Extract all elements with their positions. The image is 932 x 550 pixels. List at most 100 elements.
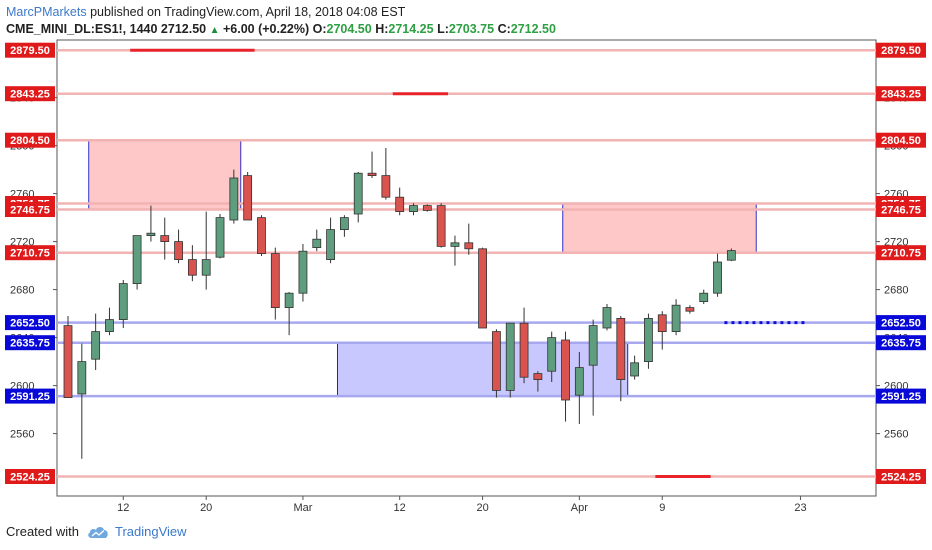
down-candle bbox=[160, 217, 170, 260]
price-tag-bg bbox=[5, 132, 55, 148]
price-level-tag-left: 2524.25 bbox=[5, 469, 55, 484]
open-value: 2704.50 bbox=[326, 22, 372, 36]
price-level-tag-right: 2746.75 bbox=[876, 202, 926, 217]
candle-body bbox=[118, 283, 128, 321]
demand-zone bbox=[336, 342, 629, 397]
candle-body bbox=[63, 325, 73, 399]
price-tag-label: 2843.25 bbox=[10, 89, 50, 101]
up-candle bbox=[671, 299, 681, 336]
down-candle bbox=[464, 223, 474, 255]
down-candle bbox=[367, 151, 377, 178]
price-level-tag-right: 2635.75 bbox=[876, 335, 926, 351]
down-candle bbox=[243, 172, 253, 221]
price-level-tag-left: 2843.25 bbox=[5, 86, 55, 102]
price-level-tag-left: 2879.50 bbox=[5, 42, 55, 58]
candle-body bbox=[174, 241, 183, 261]
price-tag-bg bbox=[5, 315, 55, 331]
price-level-tag-left: 2635.75 bbox=[5, 335, 55, 351]
down-candle bbox=[257, 215, 266, 256]
candle-body bbox=[395, 196, 405, 212]
low-value: 2703.75 bbox=[448, 22, 495, 36]
price-tag-label: 2591.25 bbox=[10, 391, 50, 403]
candle-body bbox=[422, 205, 432, 211]
up-candle bbox=[298, 244, 308, 302]
up-candle bbox=[574, 352, 584, 424]
candle-body bbox=[436, 205, 446, 247]
price-tag-bg bbox=[876, 42, 926, 58]
price-level-tag-right: 2524.25 bbox=[876, 469, 926, 484]
up-candle bbox=[644, 313, 653, 369]
left-axis-tick-label: 2560 bbox=[10, 429, 34, 441]
candle-body bbox=[257, 217, 266, 255]
price-tag-label: 2746.75 bbox=[10, 205, 50, 217]
candle-body bbox=[215, 217, 225, 258]
candle-body bbox=[312, 238, 322, 248]
up-candle bbox=[713, 253, 722, 297]
up-candle bbox=[409, 203, 418, 216]
candle-body bbox=[547, 337, 557, 372]
down-candle bbox=[270, 247, 280, 320]
up-candle bbox=[547, 331, 557, 382]
candle-body bbox=[699, 292, 709, 303]
tradingview-label: TradingView bbox=[114, 524, 187, 539]
author-link[interactable]: MarcPMarkets bbox=[6, 5, 87, 19]
up-candle bbox=[91, 313, 101, 370]
candle-body bbox=[339, 217, 349, 231]
price-tag-label: 2746.75 bbox=[881, 205, 921, 217]
candle-body bbox=[353, 172, 363, 215]
down-candle bbox=[616, 316, 626, 402]
down-candle bbox=[395, 187, 405, 216]
price-tag-label: 2524.25 bbox=[10, 472, 50, 484]
publish-info: published on TradingView.com, April 18, … bbox=[90, 5, 406, 19]
price-tag-bg bbox=[876, 335, 926, 351]
price-tag-label: 2635.75 bbox=[881, 338, 921, 350]
up-candle bbox=[505, 322, 515, 398]
x-axis-tick-label: 9 bbox=[659, 502, 665, 514]
up-candle bbox=[132, 235, 142, 290]
candle-body bbox=[284, 292, 294, 309]
price-tag-bg bbox=[5, 335, 55, 351]
down-candle bbox=[492, 329, 501, 398]
candle-body bbox=[229, 177, 239, 221]
price-tag-label: 2635.75 bbox=[10, 338, 50, 350]
high-label: H: bbox=[375, 22, 389, 36]
supply-zone bbox=[562, 203, 757, 254]
close-label: C: bbox=[497, 22, 511, 36]
open-label: O: bbox=[312, 22, 327, 36]
up-candle bbox=[353, 172, 363, 223]
candle-body bbox=[726, 250, 736, 261]
down-candle bbox=[561, 331, 570, 422]
price-level-tag-right: 2804.50 bbox=[876, 132, 926, 148]
candle-body bbox=[298, 250, 308, 294]
price-level-tag-right: 2652.50 bbox=[876, 315, 926, 331]
last-price: 2712.50 bbox=[160, 22, 207, 36]
up-candle bbox=[284, 292, 294, 336]
price-tag-label: 2804.50 bbox=[10, 135, 50, 147]
price-tag-label: 2652.50 bbox=[881, 318, 921, 330]
x-axis-tick-label: Apr bbox=[571, 502, 588, 514]
candle-body bbox=[671, 304, 681, 333]
tradingview-brand[interactable]: TradingView bbox=[87, 524, 187, 539]
down-candle bbox=[381, 148, 391, 200]
price-level-tag-left: 2746.75 bbox=[5, 202, 55, 217]
up-candle bbox=[726, 248, 736, 262]
up-candle bbox=[588, 319, 598, 416]
price-tag-bg bbox=[876, 469, 926, 484]
x-axis-tick-label: 20 bbox=[476, 502, 488, 514]
up-candle bbox=[215, 214, 225, 259]
candle-body bbox=[450, 242, 460, 247]
down-candle bbox=[533, 371, 543, 392]
up-candle bbox=[77, 343, 87, 459]
up-candle bbox=[699, 289, 709, 304]
down-candle bbox=[436, 203, 446, 248]
candle-body bbox=[132, 235, 142, 285]
ohlc-legend: CME_MINI_DL:ES1!, 1440 2712.50 ▲ +6.00 (… bbox=[6, 22, 556, 36]
down-candle bbox=[519, 307, 529, 384]
down-candle bbox=[63, 316, 73, 399]
right-axis-tick-label: 2680 bbox=[884, 285, 908, 297]
candle-body bbox=[685, 307, 695, 312]
up-candle bbox=[105, 307, 114, 336]
candle-body bbox=[630, 362, 640, 377]
price-tag-label: 2652.50 bbox=[10, 318, 50, 330]
